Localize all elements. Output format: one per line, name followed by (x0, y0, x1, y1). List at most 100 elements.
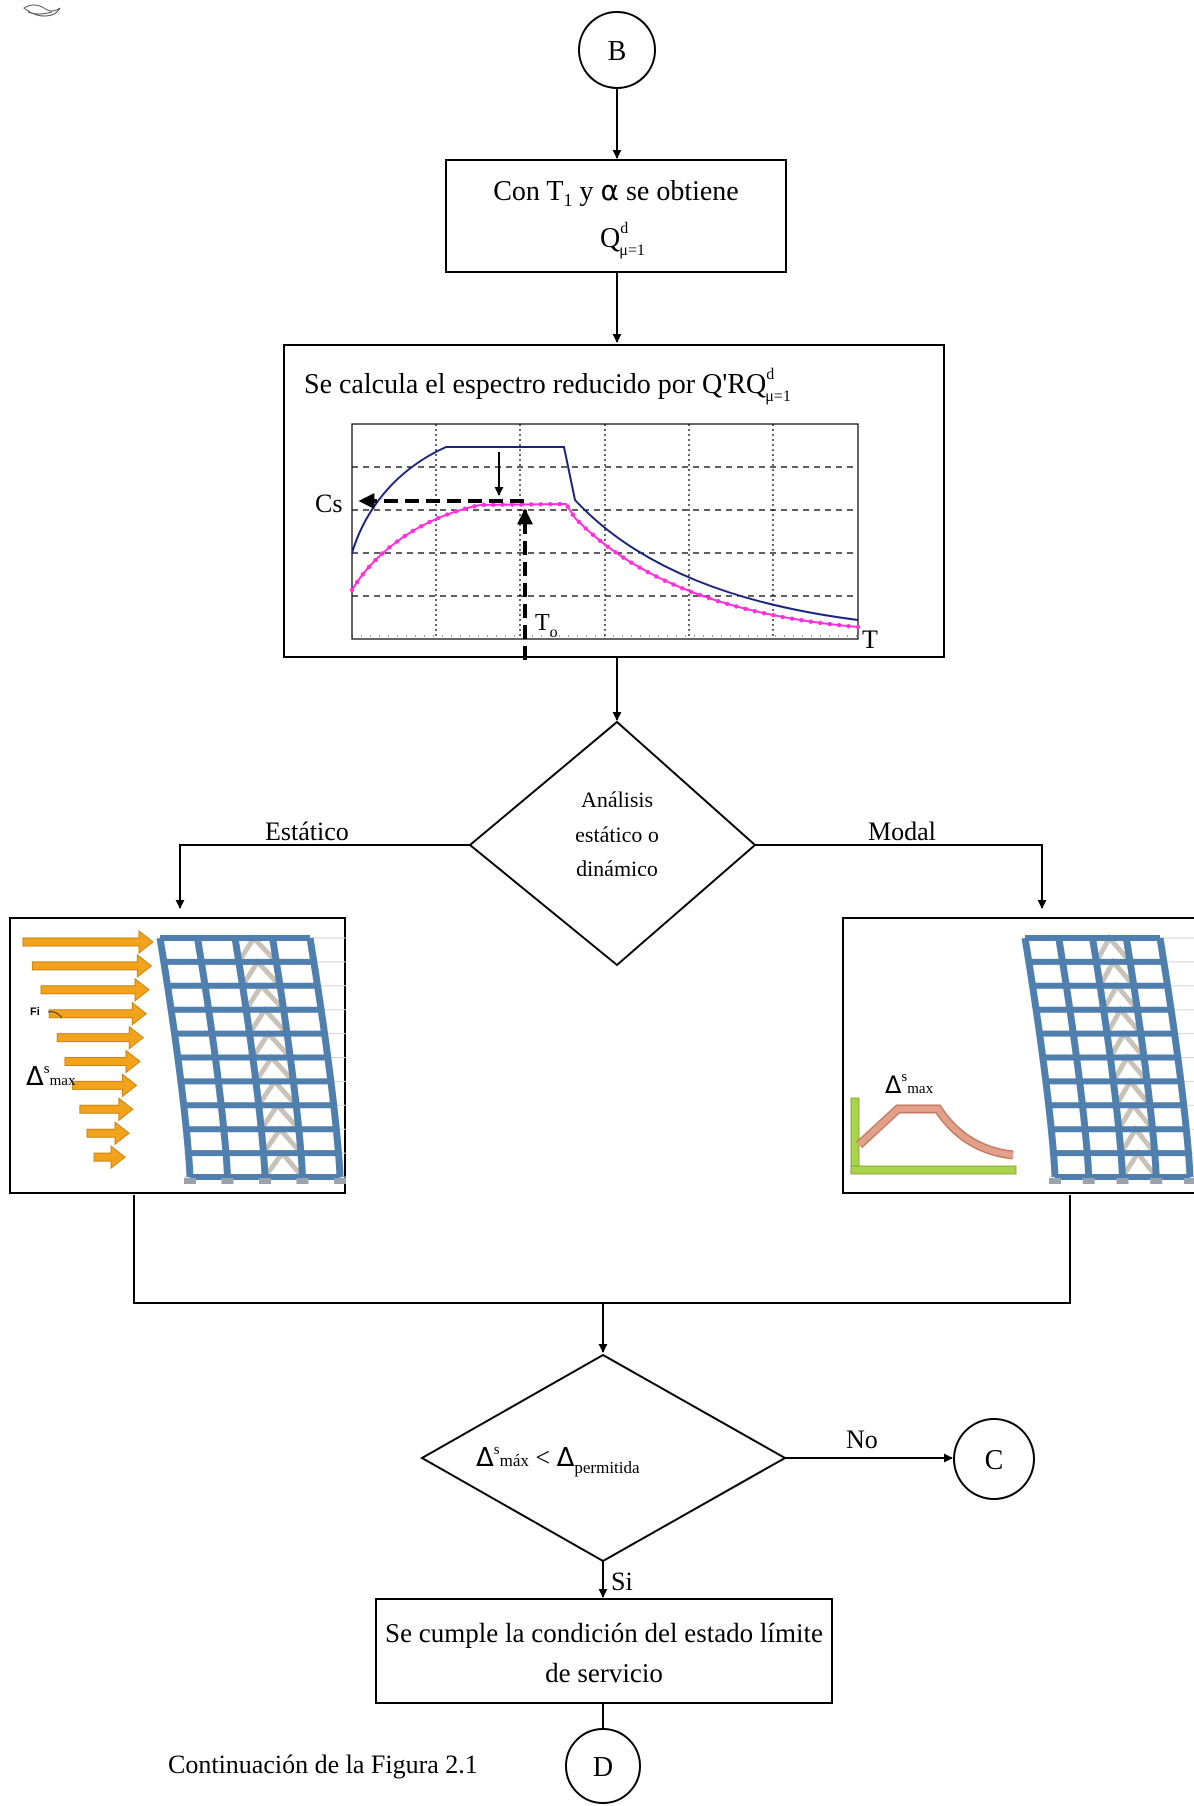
reduced-spectrum-marker (836, 622, 842, 628)
decision-analysis-type: Análisis estático o dinámico (468, 720, 757, 967)
static-branch-label: Estático (265, 817, 349, 846)
fi-leader-line (47, 1011, 63, 1019)
decision-drift-check: Δsmáx < Δpermitida (419, 1353, 788, 1563)
reduced-spectrum-marker (444, 512, 450, 517)
drift-condition-label: Δsmáx < Δpermitida (476, 1442, 640, 1477)
force-arrow (48, 1001, 148, 1026)
reduced-spectrum-marker (688, 589, 694, 595)
reduced-spectrum-marker (598, 538, 603, 544)
frame-support (259, 1178, 271, 1184)
reduced-spectrum-marker (548, 501, 553, 507)
reduced-spectrum-marker (360, 572, 366, 577)
frame-support (1184, 1178, 1194, 1184)
reduced-spectrum-marker (427, 519, 432, 525)
step2-box: Se calcula el espectro reducido por Q'RQ… (283, 344, 945, 658)
reduced-spectrum-marker (590, 532, 596, 538)
reduced-spectrum-marker (752, 608, 757, 614)
reduced-spectrum-marker (808, 619, 813, 624)
modal-building-frame (1021, 933, 1194, 1184)
reduced-spectrum-marker (827, 621, 832, 627)
reduced-spectrum-marker (706, 596, 712, 601)
decision1-line2: estático o (575, 822, 659, 847)
step2-title: Se calcula el espectro reducido por Q'RQ… (304, 366, 791, 405)
spectrum-grid (351, 423, 859, 640)
frame-support (1116, 1178, 1129, 1184)
force-arrow (22, 929, 154, 955)
reduced-spectrum-marker (621, 555, 626, 560)
frame-support (1082, 1178, 1095, 1184)
cs-label: Cs (315, 489, 342, 518)
decision1-line3: dinámico (576, 856, 658, 881)
reduced-spectrum-marker (605, 544, 610, 549)
reduced-spectrum-marker (780, 614, 785, 620)
step1-q-formula: Qd μ=1 (600, 220, 645, 259)
branch-static-arrow (175, 844, 470, 909)
reduced-spectrum-marker (557, 501, 562, 507)
t-axis-label: T (862, 625, 878, 654)
reduced-spectrum-marker (528, 502, 534, 507)
reduced-spectrum-marker (402, 533, 407, 539)
reduced-spectrum-marker (565, 504, 570, 509)
modal-analysis-panel: Δsmax (842, 917, 1194, 1194)
reduced-spectrum-marker (538, 502, 543, 507)
frame-column (194, 937, 231, 1178)
branch-modal-arrow (755, 844, 1047, 909)
reduced-spectrum-marker (724, 601, 730, 607)
reduced-spectrum-marker (715, 598, 721, 604)
frame-column (1122, 937, 1160, 1178)
reduced-spectrum-curve (351, 502, 859, 628)
force-arrow (64, 1049, 141, 1074)
frame-support (296, 1178, 309, 1184)
reduced-spectrum-marker (576, 519, 582, 525)
reduced-spectrum-marker (846, 623, 851, 629)
force-arrow (86, 1121, 130, 1146)
reduced-spectrum-marker (519, 502, 524, 507)
reduced-spectrum-marker (799, 618, 804, 623)
reduced-spectrum-marker (418, 524, 424, 529)
reduced-spectrum-marker (817, 620, 823, 626)
frame-support (221, 1178, 234, 1184)
static-building-frame (156, 933, 346, 1184)
frame-column (306, 937, 344, 1178)
no-label: No (846, 1425, 878, 1454)
figure-caption: Continuación de la Figura 2.1 (168, 1750, 478, 1779)
force-arrow (31, 953, 153, 978)
connector-d-label: D (593, 1752, 613, 1783)
logo-ornament (23, 4, 61, 17)
force-arrow (40, 977, 150, 1002)
frame-column (1089, 937, 1126, 1178)
force-arrow (72, 1073, 138, 1098)
reduced-spectrum-marker (570, 512, 576, 517)
reduced-spectrum-marker (490, 502, 496, 508)
modal-branch-label: Modal (868, 817, 936, 846)
reduced-spectrum-marker (697, 592, 703, 598)
reduced-spectrum-marker (472, 504, 477, 509)
reduced-spectrum-marker (662, 578, 668, 583)
reduced-spectrum-marker (481, 502, 486, 508)
reduced-spectrum-marker (583, 526, 589, 531)
reduced-spectrum-marker (509, 502, 515, 507)
reduced-spectrum-marker (645, 569, 651, 575)
connector-b: B (578, 11, 656, 89)
reduced-spectrum-marker (500, 502, 505, 507)
t0-label: To (535, 610, 558, 641)
static-analysis-panel: Fi Δsmax (9, 917, 346, 1194)
force-arrow (93, 1145, 126, 1170)
merge-connector-line (133, 1195, 1071, 1304)
frame-support (184, 1178, 196, 1184)
reduced-spectrum-marker (789, 616, 795, 621)
reduced-spectrum-marker (743, 606, 748, 612)
static-force-arrows (22, 929, 154, 1170)
step1-box: Con T1 y α se obtiene Qd μ=1 (445, 159, 787, 273)
reduced-spectrum-marker (387, 545, 392, 550)
final-box-line1: Se cumple la condición del estado límite (385, 1618, 823, 1648)
reduced-spectrum-marker (761, 611, 767, 616)
final-condition-box: Se cumple la condición del estado límite… (375, 1598, 833, 1704)
static-delta-label: Δsmax (26, 1061, 76, 1092)
step1-line1: Con T1 y α se obtiene (493, 174, 739, 210)
reduced-spectrum-marker (855, 624, 861, 630)
force-arrow (56, 1025, 145, 1050)
connector-d: D (565, 1728, 641, 1804)
force-arrow (79, 1097, 134, 1122)
frame-column (269, 937, 306, 1178)
